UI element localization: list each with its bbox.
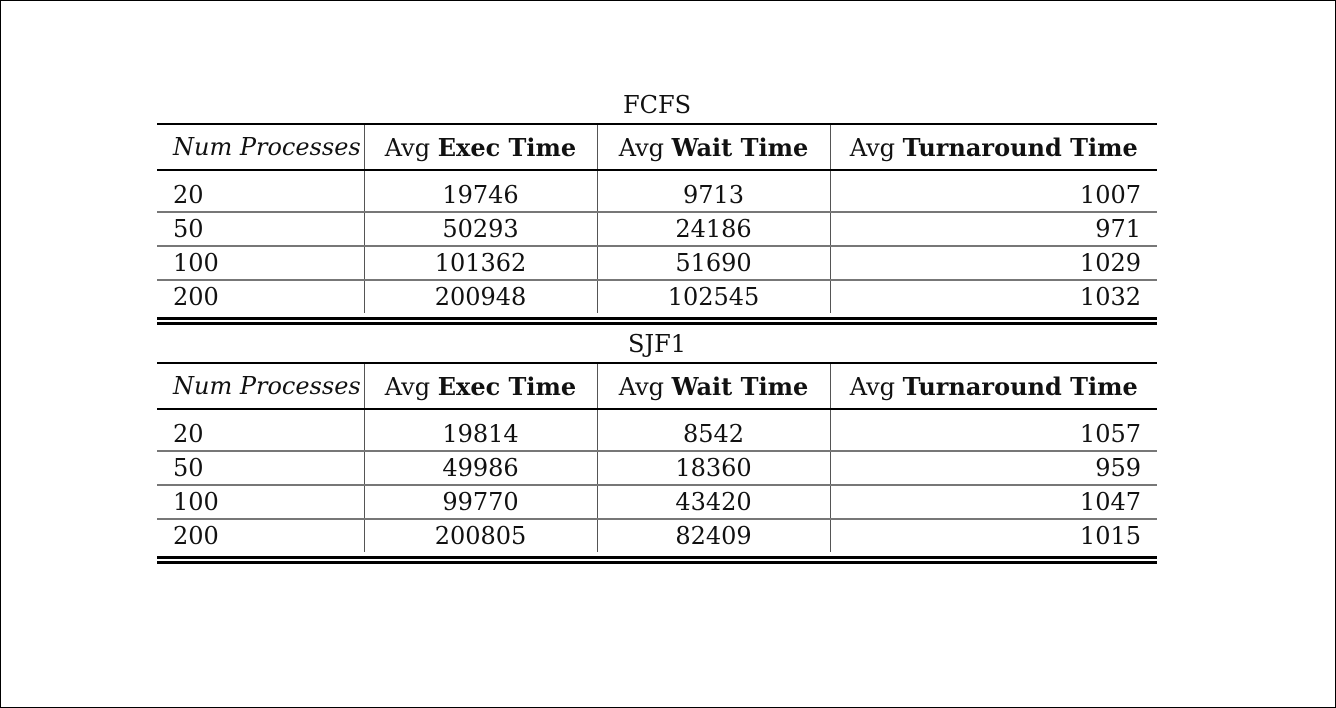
fcfs-table: Num Processes Avg Exec Time Avg Wait Tim… xyxy=(157,123,1157,313)
column-header-turnaround-time: Avg Turnaround Time xyxy=(829,362,1157,410)
column-header-num-processes: Num Processes xyxy=(157,123,364,171)
sjf1-table: Num Processes Avg Exec Time Avg Wait Tim… xyxy=(157,362,1157,552)
fcfs-table-block: FCFS Num Processes Avg Exec Time Avg Wai… xyxy=(157,89,1157,325)
table-row: 50 49986 18360 959 xyxy=(157,450,1157,485)
cell-exec-time: 50293 xyxy=(363,211,597,246)
cell-exec-time: 19746 xyxy=(363,170,597,212)
table-row: 100 99770 43420 1047 xyxy=(157,484,1157,519)
cell-wait-time: 82409 xyxy=(596,518,830,552)
column-header-wait-time: Avg Wait Time xyxy=(596,362,830,410)
column-header-exec-time: Avg Exec Time xyxy=(363,362,597,410)
cell-num-processes: 20 xyxy=(173,181,204,209)
table-caption: FCFS xyxy=(622,91,692,119)
cell-turnaround-time: 1032 xyxy=(829,279,1157,313)
table-row: 200 200948 102545 1032 xyxy=(157,279,1157,313)
cell-exec-time: 200805 xyxy=(363,518,597,552)
cell-turnaround-time: 971 xyxy=(829,211,1157,246)
cell-num-processes: 100 xyxy=(157,484,364,519)
cell-exec-time: 200948 xyxy=(363,279,597,313)
table-caption: SJF1 xyxy=(628,330,686,358)
cell-turnaround-time: 1029 xyxy=(829,245,1157,280)
header-row: Num Processes Avg Exec Time Avg Wait Tim… xyxy=(157,123,1157,171)
table-bottom-rule xyxy=(157,556,1157,564)
header-row: Num Processes Avg Exec Time Avg Wait Tim… xyxy=(157,362,1157,410)
table-row: 50 50293 24186 971 xyxy=(157,211,1157,246)
cell-num-processes: 50 xyxy=(157,211,364,246)
cell-turnaround-time: 1015 xyxy=(829,518,1157,552)
table-row: 200 200805 82409 1015 xyxy=(157,518,1157,552)
table-row: 100 101362 51690 1029 xyxy=(157,245,1157,280)
cell-wait-time: 24186 xyxy=(596,211,830,246)
cell-exec-time: 101362 xyxy=(363,245,597,280)
cell-exec-time: 19814 xyxy=(363,409,597,451)
cell-wait-time: 51690 xyxy=(596,245,830,280)
cell-wait-time: 43420 xyxy=(596,484,830,519)
cell-turnaround-time: 1047 xyxy=(829,484,1157,519)
column-header-num-processes: Num Processes xyxy=(157,362,364,410)
table-bottom-rule xyxy=(157,317,1157,325)
cell-wait-time: 18360 xyxy=(596,450,830,485)
cell-num-processes: 20 xyxy=(173,420,204,448)
column-header-turnaround-time: Avg Turnaround Time xyxy=(829,123,1157,171)
cell-wait-time: 9713 xyxy=(596,170,830,212)
column-header-wait-time: Avg Wait Time xyxy=(596,123,830,171)
cell-num-processes: 100 xyxy=(157,245,364,280)
cell-turnaround-time: 1007 xyxy=(829,170,1157,212)
cell-turnaround-time: 959 xyxy=(829,450,1157,485)
cell-wait-time: 8542 xyxy=(596,409,830,451)
cell-wait-time: 102545 xyxy=(596,279,830,313)
table-row: 20 19814 8542 1057 xyxy=(157,409,1157,451)
column-header-exec-time: Avg Exec Time xyxy=(363,123,597,171)
cell-num-processes: 200 xyxy=(157,279,364,313)
cell-num-processes: 50 xyxy=(157,450,364,485)
cell-exec-time: 99770 xyxy=(363,484,597,519)
cell-exec-time: 49986 xyxy=(363,450,597,485)
cell-turnaround-time: 1057 xyxy=(829,409,1157,451)
sjf1-table-block: SJF1 Num Processes Avg Exec Time Avg Wai… xyxy=(157,328,1157,564)
table-row: 20 19746 9713 1007 xyxy=(157,170,1157,212)
cell-num-processes: 200 xyxy=(157,518,364,552)
